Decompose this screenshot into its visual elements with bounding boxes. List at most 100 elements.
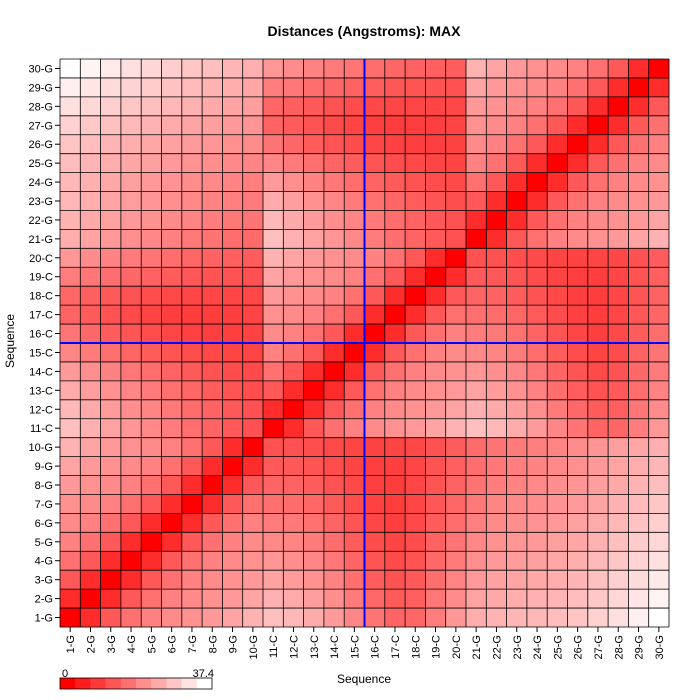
heatmap-cell	[608, 191, 629, 211]
heatmap-cell	[384, 153, 406, 173]
heatmap-cell	[547, 134, 568, 154]
heatmap-cell	[60, 532, 81, 552]
heatmap-cell	[80, 210, 101, 230]
heatmap-cell	[547, 418, 568, 438]
x-tick-label: 20-C	[451, 635, 463, 659]
heatmap-cell	[384, 343, 406, 363]
heatmap-cell	[628, 324, 649, 344]
heatmap-cell	[60, 96, 81, 117]
x-tick-label: 10-G	[248, 635, 260, 659]
heatmap-cell	[323, 305, 345, 325]
heatmap-cell	[628, 134, 649, 154]
heatmap-cell	[344, 399, 365, 420]
heatmap-cell	[384, 96, 406, 117]
heatmap-cell	[547, 361, 568, 382]
heatmap-cell	[242, 456, 264, 476]
heatmap-cell	[161, 437, 183, 457]
heatmap-cell	[303, 229, 325, 249]
heatmap-cell	[547, 475, 568, 495]
heatmap-cell	[100, 267, 122, 287]
heatmap-cell	[486, 210, 507, 230]
heatmap-cell	[120, 134, 142, 154]
heatmap-cell	[283, 59, 304, 79]
y-tick-label: 8-G	[35, 480, 53, 492]
heatmap-cell	[222, 380, 243, 401]
heatmap-cell	[202, 191, 223, 211]
heatmap-cell	[141, 437, 162, 457]
heatmap-cell	[445, 494, 467, 514]
heatmap-cell	[323, 286, 345, 306]
heatmap-cell	[466, 380, 487, 401]
heatmap-cell	[405, 361, 426, 382]
heatmap-cell	[628, 608, 649, 628]
heatmap-cell	[506, 134, 528, 154]
heatmap-cell	[567, 475, 589, 495]
heatmap-cell	[648, 248, 670, 268]
heatmap-cell	[648, 589, 670, 609]
heatmap-cell	[323, 437, 345, 457]
heatmap-cell	[587, 153, 609, 173]
heatmap-cell	[486, 513, 507, 533]
heatmap-cell	[161, 380, 183, 401]
heatmap-cell	[526, 494, 548, 514]
heatmap-cell	[263, 324, 284, 344]
heatmap-cell	[486, 418, 507, 438]
heatmap-cell	[648, 210, 670, 230]
heatmap-cell	[384, 513, 406, 533]
heatmap-cell	[587, 229, 609, 249]
heatmap-cell	[263, 418, 284, 438]
heatmap-cell	[303, 551, 325, 571]
heatmap-cell	[60, 267, 81, 287]
y-tick-label: 7-G	[35, 499, 53, 511]
heatmap-cell	[628, 399, 649, 420]
heatmap-cell	[263, 59, 284, 79]
heatmap-cell	[506, 153, 528, 173]
heatmap-cell	[405, 267, 426, 287]
color-scale-max-label: 37.4	[193, 668, 214, 680]
heatmap-cell	[120, 361, 142, 382]
heatmap-cell	[100, 59, 122, 79]
heatmap-cell	[648, 191, 670, 211]
heatmap-cell	[628, 589, 649, 609]
heatmap-cell	[100, 608, 122, 628]
heatmap-cell	[161, 570, 183, 590]
heatmap-cell	[608, 343, 629, 363]
heatmap-cell	[303, 153, 325, 173]
heatmap-cell	[202, 589, 223, 609]
heatmap-cell	[547, 324, 568, 344]
heatmap-cell	[466, 77, 487, 98]
heatmap-cell	[222, 608, 243, 628]
heatmap-cell	[628, 532, 649, 552]
heatmap-cell	[486, 305, 507, 325]
heatmap-cell	[202, 570, 223, 590]
heatmap-cell	[628, 172, 649, 192]
heatmap-cell	[222, 305, 243, 325]
heatmap-cell	[141, 532, 162, 552]
heatmap-cell	[567, 305, 589, 325]
heatmap-cell	[486, 115, 507, 136]
heatmap-cell	[526, 380, 548, 401]
heatmap-cell	[628, 475, 649, 495]
x-tick-label: 13-C	[309, 635, 321, 659]
heatmap-cell	[263, 608, 284, 628]
heatmap-cell	[384, 324, 406, 344]
heatmap-cell	[303, 324, 325, 344]
heatmap-cell	[222, 494, 243, 514]
heatmap-cell	[344, 570, 365, 590]
heatmap-cell	[364, 267, 386, 287]
heatmap-cell	[405, 343, 426, 363]
heatmap-cell	[161, 494, 183, 514]
heatmap-cell	[486, 191, 507, 211]
heatmap-cell	[466, 437, 487, 457]
heatmap-cell	[445, 513, 467, 533]
y-tick-label: 24-G	[29, 177, 53, 189]
heatmap-cell	[344, 532, 365, 552]
heatmap-cell	[181, 115, 203, 136]
heatmap-cell	[303, 305, 325, 325]
x-tick-label: 11-C	[268, 635, 280, 658]
heatmap-cell	[202, 475, 223, 495]
heatmap-cell	[628, 210, 649, 230]
heatmap-cell	[526, 248, 548, 268]
heatmap-cell	[466, 456, 487, 476]
heatmap-cell	[486, 134, 507, 154]
